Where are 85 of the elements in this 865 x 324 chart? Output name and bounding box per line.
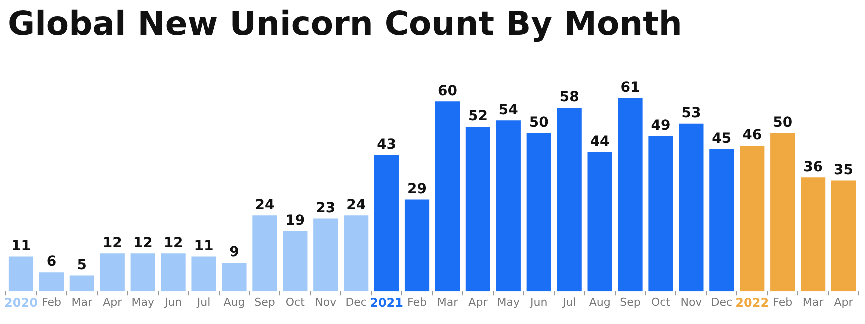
data-label: 50 bbox=[529, 114, 550, 131]
x-tick-label: Dec bbox=[346, 296, 367, 310]
x-tick-label: Mar bbox=[72, 296, 94, 310]
bar bbox=[70, 276, 94, 292]
data-label: 11 bbox=[194, 238, 214, 254]
data-label: 35 bbox=[834, 162, 854, 178]
data-label: 9 bbox=[230, 244, 240, 261]
x-tick-label: 2021 bbox=[370, 296, 404, 310]
bar bbox=[740, 146, 765, 292]
data-label: 6 bbox=[46, 254, 57, 270]
data-label: 19 bbox=[286, 213, 306, 230]
x-tick-label: Aug bbox=[224, 296, 246, 310]
bar bbox=[466, 126, 490, 292]
x-tick-label: May bbox=[132, 296, 155, 310]
bar bbox=[526, 133, 552, 292]
x-tick-label: 2020 bbox=[4, 296, 38, 310]
bar bbox=[801, 178, 826, 292]
bar bbox=[314, 218, 338, 292]
data-label: 50 bbox=[773, 114, 793, 131]
x-tick-label: Apr bbox=[468, 296, 488, 310]
x-tick-label: Nov bbox=[315, 296, 338, 310]
bar bbox=[344, 216, 369, 292]
data-label: 29 bbox=[408, 181, 428, 198]
x-tick-label: Oct bbox=[651, 296, 672, 310]
data-label: 23 bbox=[316, 200, 336, 216]
x-tick-label: Sep bbox=[254, 296, 276, 310]
x-tick-label: Oct bbox=[286, 296, 306, 310]
data-label: 54 bbox=[498, 102, 519, 118]
x-tick-label: Feb bbox=[408, 296, 428, 310]
x-tick-label: 2022 bbox=[736, 296, 770, 310]
x-tick-label: Jun bbox=[164, 296, 182, 310]
x-tick-label: Mar bbox=[437, 296, 459, 310]
bar bbox=[374, 155, 400, 292]
data-label: 44 bbox=[590, 134, 610, 150]
bar bbox=[648, 136, 674, 292]
bar bbox=[161, 254, 186, 292]
x-tick-label: Dec bbox=[711, 296, 733, 310]
x-tick-label: Jun bbox=[530, 296, 548, 310]
data-label: 43 bbox=[377, 137, 397, 154]
bar bbox=[252, 216, 278, 292]
bar bbox=[39, 272, 64, 292]
data-label: 12 bbox=[133, 235, 153, 252]
x-tick-label: Sep bbox=[620, 296, 641, 310]
data-label: 60 bbox=[438, 83, 458, 100]
data-label: 53 bbox=[682, 105, 702, 122]
x-tick-label: Feb bbox=[773, 296, 793, 310]
data-label: 36 bbox=[804, 159, 824, 176]
bar bbox=[557, 108, 582, 292]
bar bbox=[192, 256, 216, 292]
data-label: 24 bbox=[255, 197, 275, 214]
data-label: 49 bbox=[651, 118, 671, 134]
bar bbox=[618, 98, 643, 292]
data-label: 52 bbox=[468, 108, 488, 125]
data-label: 5 bbox=[77, 257, 88, 274]
bar bbox=[435, 102, 460, 292]
bar bbox=[100, 254, 125, 292]
x-tick-label: Mar bbox=[802, 296, 824, 310]
chart-title: Global New Unicorn Count By Month bbox=[7, 3, 684, 45]
bar bbox=[404, 200, 430, 292]
bar bbox=[831, 180, 856, 292]
data-label: 45 bbox=[712, 130, 732, 147]
x-tick-label: Nov bbox=[680, 296, 703, 310]
x-tick-label: Aug bbox=[589, 296, 611, 310]
bar bbox=[222, 263, 247, 292]
data-label: 11 bbox=[11, 238, 31, 254]
data-label: 24 bbox=[346, 197, 366, 214]
x-tick-label: May bbox=[497, 296, 521, 310]
x-tick-label: Apr bbox=[834, 296, 854, 310]
x-tick-label: Apr bbox=[103, 296, 123, 310]
bar bbox=[679, 124, 704, 292]
bar bbox=[130, 254, 156, 292]
data-label: 12 bbox=[102, 235, 122, 252]
bar bbox=[710, 149, 734, 292]
bar bbox=[588, 152, 612, 292]
data-label: 12 bbox=[164, 235, 184, 252]
bar bbox=[770, 133, 796, 292]
data-label: 46 bbox=[742, 128, 762, 144]
x-tick-label: Jul bbox=[196, 296, 211, 310]
x-tick-label: Jul bbox=[562, 296, 576, 310]
x-tick-label: Feb bbox=[42, 296, 62, 310]
data-label: 61 bbox=[620, 80, 640, 96]
bar bbox=[8, 256, 34, 292]
bar bbox=[496, 120, 521, 292]
data-label: 58 bbox=[560, 90, 580, 106]
bar bbox=[283, 231, 308, 292]
